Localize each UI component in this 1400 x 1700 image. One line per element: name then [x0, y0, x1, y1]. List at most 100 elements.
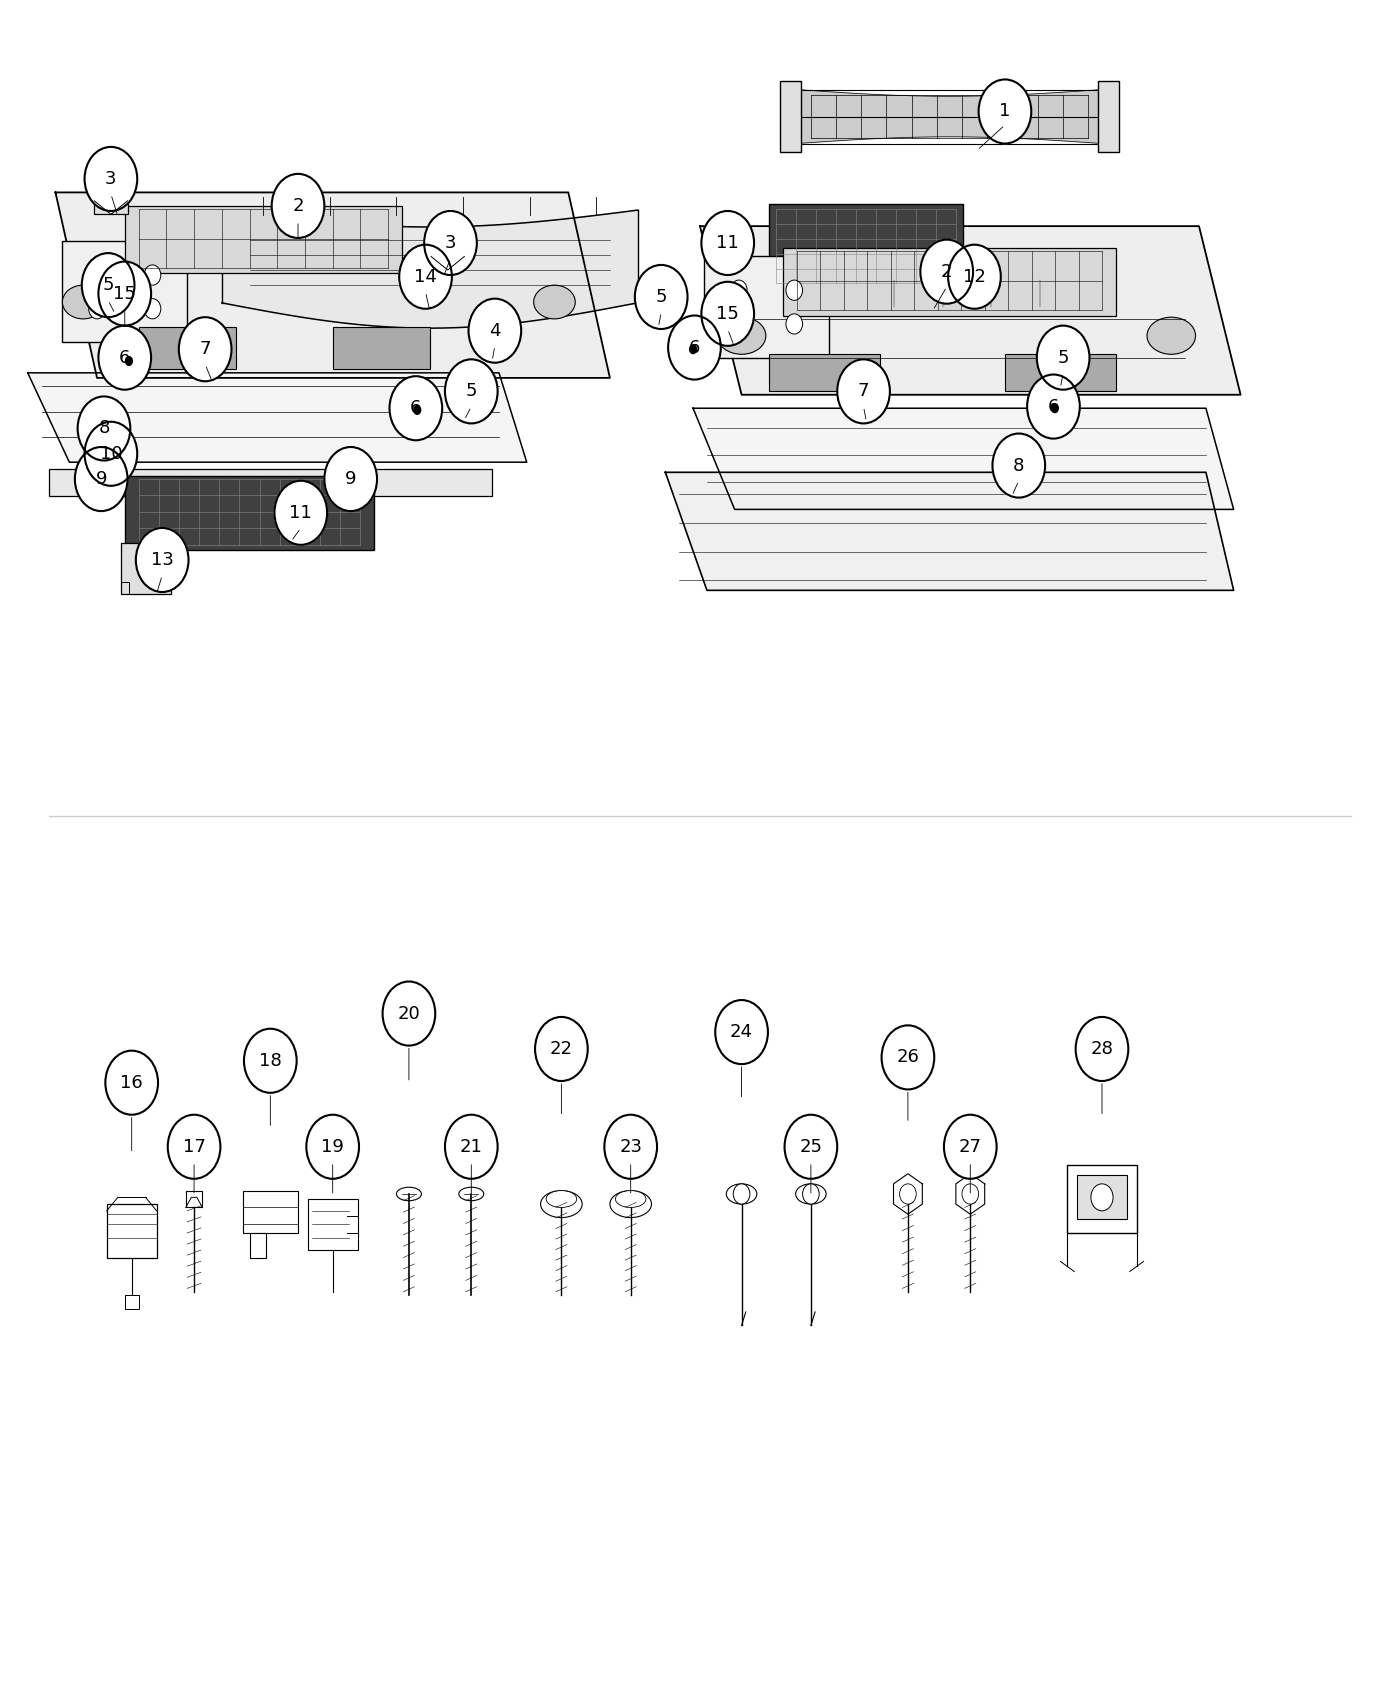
Bar — [63, 241, 188, 342]
Text: 6: 6 — [119, 348, 130, 367]
Text: 5: 5 — [466, 382, 477, 401]
Polygon shape — [700, 226, 1240, 394]
Text: 16: 16 — [120, 1074, 143, 1091]
Circle shape — [136, 529, 189, 592]
Text: 8: 8 — [1014, 457, 1025, 474]
Circle shape — [179, 318, 231, 381]
Bar — [242, 1190, 298, 1232]
Circle shape — [962, 1183, 979, 1204]
Circle shape — [1075, 1017, 1128, 1081]
Circle shape — [701, 211, 755, 275]
Circle shape — [382, 981, 435, 1046]
Circle shape — [84, 146, 137, 211]
Circle shape — [900, 1183, 916, 1204]
Ellipse shape — [396, 1187, 421, 1200]
Bar — [139, 328, 235, 369]
Bar — [431, 219, 465, 270]
Ellipse shape — [63, 286, 104, 320]
Text: 22: 22 — [550, 1040, 573, 1057]
Bar — [1077, 1175, 1127, 1219]
Circle shape — [274, 481, 328, 544]
Bar — [249, 1232, 266, 1258]
Bar — [49, 469, 491, 496]
Text: 5: 5 — [655, 287, 666, 306]
Circle shape — [634, 265, 687, 330]
Bar — [333, 328, 430, 369]
Ellipse shape — [795, 1183, 826, 1204]
Text: 21: 21 — [459, 1137, 483, 1156]
Circle shape — [731, 314, 748, 333]
Circle shape — [882, 1025, 934, 1090]
Circle shape — [272, 173, 325, 238]
Ellipse shape — [717, 318, 766, 354]
Text: 15: 15 — [113, 284, 136, 303]
Bar — [125, 476, 374, 549]
Circle shape — [979, 80, 1032, 143]
Circle shape — [409, 400, 426, 420]
Circle shape — [424, 211, 477, 275]
Text: 20: 20 — [398, 1005, 420, 1023]
Text: 2: 2 — [941, 264, 952, 280]
Circle shape — [399, 245, 452, 309]
Ellipse shape — [610, 1190, 651, 1217]
Text: 3: 3 — [105, 170, 116, 189]
Circle shape — [445, 1115, 497, 1178]
Bar — [704, 257, 829, 357]
Text: 6: 6 — [689, 338, 700, 357]
Circle shape — [685, 338, 701, 359]
Circle shape — [1050, 403, 1058, 413]
Circle shape — [1037, 326, 1089, 389]
Polygon shape — [797, 90, 1102, 143]
Bar — [106, 1204, 157, 1258]
Bar — [186, 1190, 203, 1207]
Text: 27: 27 — [959, 1137, 981, 1156]
Polygon shape — [28, 372, 526, 462]
Circle shape — [244, 1028, 297, 1093]
Text: 15: 15 — [717, 304, 739, 323]
Circle shape — [689, 343, 697, 354]
Text: 6: 6 — [1047, 398, 1060, 415]
Circle shape — [701, 282, 755, 345]
Circle shape — [837, 359, 890, 423]
Bar — [770, 354, 881, 391]
Text: 3: 3 — [445, 235, 456, 252]
Ellipse shape — [459, 1187, 484, 1200]
Text: 5: 5 — [102, 275, 113, 294]
Bar — [94, 163, 127, 214]
Circle shape — [307, 1115, 358, 1178]
Text: 13: 13 — [151, 551, 174, 570]
Circle shape — [168, 1115, 220, 1178]
Circle shape — [98, 262, 151, 326]
Bar — [120, 542, 171, 593]
Ellipse shape — [727, 1183, 757, 1204]
Text: 2: 2 — [293, 197, 304, 214]
Text: 8: 8 — [98, 420, 109, 437]
Bar — [125, 206, 402, 274]
Ellipse shape — [1147, 318, 1196, 354]
Ellipse shape — [540, 1190, 582, 1217]
Circle shape — [88, 299, 105, 320]
Text: 23: 23 — [619, 1137, 643, 1156]
Bar — [770, 204, 963, 289]
Text: 7: 7 — [199, 340, 211, 359]
Text: 9: 9 — [344, 471, 357, 488]
Circle shape — [1091, 1183, 1113, 1210]
Bar — [1005, 354, 1116, 391]
Text: 7: 7 — [858, 382, 869, 401]
Text: 17: 17 — [182, 1137, 206, 1156]
Bar — [1098, 82, 1119, 151]
Bar — [125, 1295, 139, 1309]
Bar — [1067, 1164, 1137, 1232]
Bar — [202, 505, 340, 525]
Bar — [888, 277, 1067, 311]
Polygon shape — [693, 408, 1233, 510]
Text: 26: 26 — [896, 1049, 920, 1066]
Circle shape — [535, 1017, 588, 1081]
Circle shape — [469, 299, 521, 362]
Bar — [780, 82, 801, 151]
Ellipse shape — [546, 1190, 577, 1207]
Circle shape — [920, 240, 973, 304]
Text: 11: 11 — [290, 503, 312, 522]
Text: 5: 5 — [1057, 348, 1070, 367]
Circle shape — [144, 299, 161, 320]
